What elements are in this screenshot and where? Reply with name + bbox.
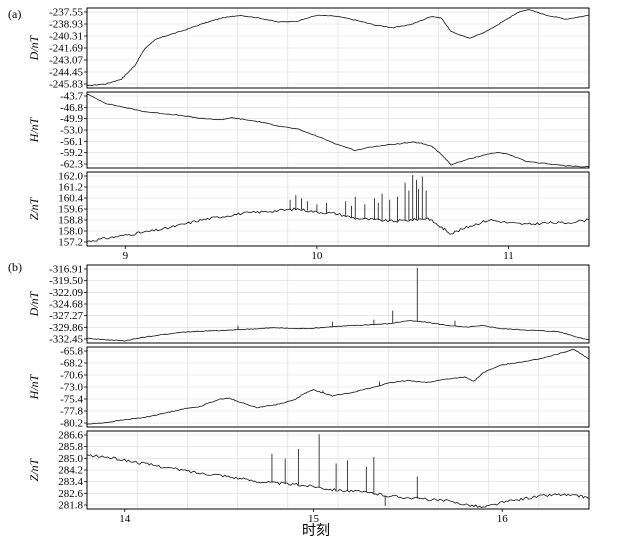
y-axis-label: H/nT — [27, 373, 41, 400]
y-tick-label: 158.0 — [58, 226, 83, 238]
x-tick-label: 16 — [497, 513, 509, 525]
y-tick-label: 160.4 — [58, 193, 83, 205]
y-tick-label: -62.3 — [60, 159, 83, 171]
y-tick-label: -80.2 — [60, 418, 83, 430]
x-axis-title: 时刻 — [302, 523, 330, 539]
y-tick-label: -243.07 — [49, 55, 83, 67]
y-tick-label: 284.2 — [58, 465, 83, 477]
panel-plot-area — [87, 348, 589, 425]
group-label: (b) — [8, 260, 22, 274]
panel-frame — [86, 91, 590, 169]
panel-plot-area — [87, 434, 589, 508]
y-tick-label: 157.2 — [58, 237, 83, 249]
panel-frame — [86, 346, 590, 428]
series-line-z — [87, 207, 589, 242]
y-tick-label: -77.8 — [60, 406, 83, 418]
y-tick-label: -70.6 — [60, 370, 83, 382]
y-tick-label: -244.45 — [49, 67, 83, 79]
y-tick-label: -316.91 — [49, 264, 83, 276]
y-tick-label: -46.8 — [60, 102, 83, 114]
y-tick-label: 282.6 — [58, 488, 83, 500]
y-tick-label: 285.0 — [58, 453, 83, 465]
y-tick-label: -241.69 — [49, 43, 83, 55]
y-tick-label: -56.1 — [60, 136, 83, 148]
x-tick-label: 10 — [311, 250, 323, 262]
y-tick-label: -238.93 — [49, 19, 83, 31]
y-tick-label: -329.86 — [49, 322, 83, 334]
panel-frame — [86, 264, 590, 344]
panel-plot-area — [87, 93, 589, 168]
y-tick-label: -73.0 — [60, 382, 83, 394]
y-tick-label: 159.6 — [58, 204, 83, 216]
y-tick-label: -237.55 — [49, 7, 83, 19]
series-line-d — [87, 9, 589, 87]
chart-group-b: (b) -316.91-319.50-322.09-324.68-327.27-3… — [8, 260, 590, 525]
series-line-h — [87, 93, 589, 168]
chart-group-a: (a) -237.55-238.93-240.31-241.69-243.07-2… — [8, 7, 590, 262]
y-tick-label: 285.8 — [58, 441, 83, 453]
y-tick-label: -53.0 — [60, 125, 83, 137]
y-tick-label: -332.45 — [49, 334, 83, 346]
series-line-h — [87, 348, 589, 425]
panel-d: -316.91-319.50-322.09-324.68-327.27-329.… — [27, 264, 590, 346]
y-tick-label: -319.50 — [49, 275, 83, 287]
y-tick-label: -75.4 — [60, 394, 83, 406]
panel-frame — [86, 171, 590, 247]
y-tick-label: -327.27 — [49, 310, 83, 322]
y-tick-label: -49.9 — [60, 113, 83, 125]
y-tick-label: -43.7 — [60, 91, 83, 103]
y-tick-label: 161.2 — [58, 182, 83, 194]
y-tick-label: 281.8 — [58, 500, 83, 512]
y-tick-label: 283.4 — [58, 476, 83, 488]
y-tick-label: 158.8 — [58, 215, 83, 227]
y-tick-label: -59.2 — [60, 147, 83, 159]
y-axis-label: Z/nT — [27, 196, 41, 220]
panel-plot-area — [87, 175, 589, 242]
panel-plot-area — [87, 267, 589, 342]
y-tick-label: -68.2 — [60, 358, 83, 370]
x-tick-label: 11 — [503, 250, 514, 262]
series-line-d — [87, 320, 589, 342]
group-label: (a) — [8, 7, 21, 21]
y-tick-label: 162.0 — [58, 171, 83, 183]
y-tick-label: -245.83 — [49, 79, 83, 91]
x-tick-label: 14 — [119, 513, 131, 525]
y-tick-label: -324.68 — [49, 299, 83, 311]
panel-h: -65.8-68.2-70.6-73.0-75.4-77.8-80.2 H/nT — [27, 346, 590, 430]
x-tick-label: 15 — [308, 513, 320, 525]
panel-frame — [86, 430, 590, 510]
y-axis-label: Z/nT — [27, 457, 41, 481]
panel-frame — [86, 7, 590, 89]
x-tick-label: 9 — [123, 250, 129, 262]
y-tick-label: -240.31 — [49, 31, 83, 43]
y-tick-label: -65.8 — [60, 346, 83, 358]
y-axis-label: H/nT — [27, 116, 41, 143]
y-tick-label: 286.6 — [58, 430, 83, 442]
y-tick-label: -322.09 — [49, 287, 83, 299]
panel-h: -43.7-46.8-49.9-53.0-56.1-59.2-62.3 H/nT — [27, 91, 590, 171]
y-axis-label: D/nT — [27, 290, 41, 317]
y-axis-label: D/nT — [27, 34, 41, 61]
panel-d: -237.55-238.93-240.31-241.69-243.07-244.… — [27, 7, 590, 91]
series-line-z — [87, 454, 589, 508]
panel-plot-area — [87, 9, 589, 87]
